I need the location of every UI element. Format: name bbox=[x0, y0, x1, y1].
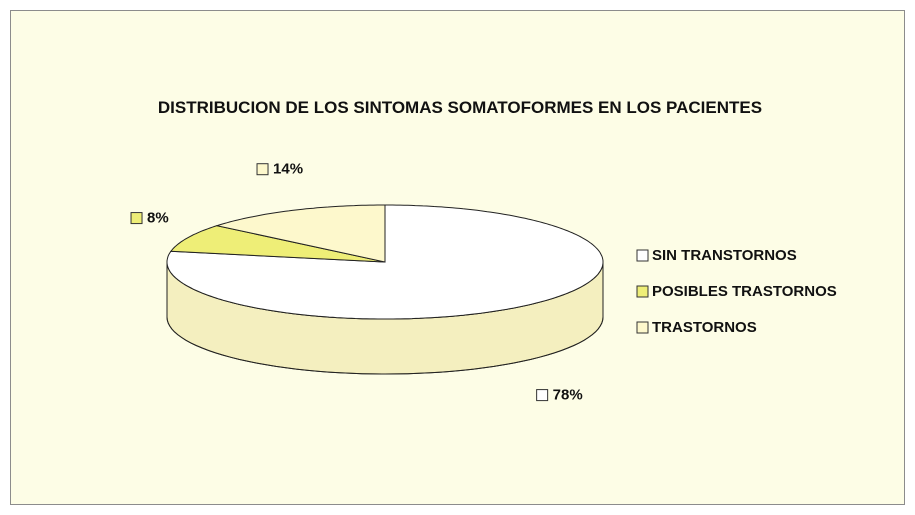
value-label-marker bbox=[536, 389, 549, 402]
value-label-marker bbox=[130, 212, 143, 225]
legend-label: POSIBLES TRASTORNOS bbox=[652, 283, 837, 300]
legend-label: TRASTORNOS bbox=[652, 319, 757, 336]
legend-marker bbox=[636, 249, 649, 262]
legend-label: SIN TRANSTORNOS bbox=[652, 247, 797, 264]
value-label-marker bbox=[256, 163, 269, 176]
legend-marker bbox=[636, 285, 649, 298]
slice bbox=[169, 225, 386, 263]
chart-title: DISTRIBUCION DE LOS SINTOMAS SOMATOFORME… bbox=[157, 98, 763, 117]
value-label: 14% bbox=[273, 161, 303, 178]
slice bbox=[215, 204, 386, 263]
value-label: 8% bbox=[147, 210, 169, 227]
value-label: 78% bbox=[553, 387, 583, 404]
legend-marker bbox=[636, 321, 649, 334]
